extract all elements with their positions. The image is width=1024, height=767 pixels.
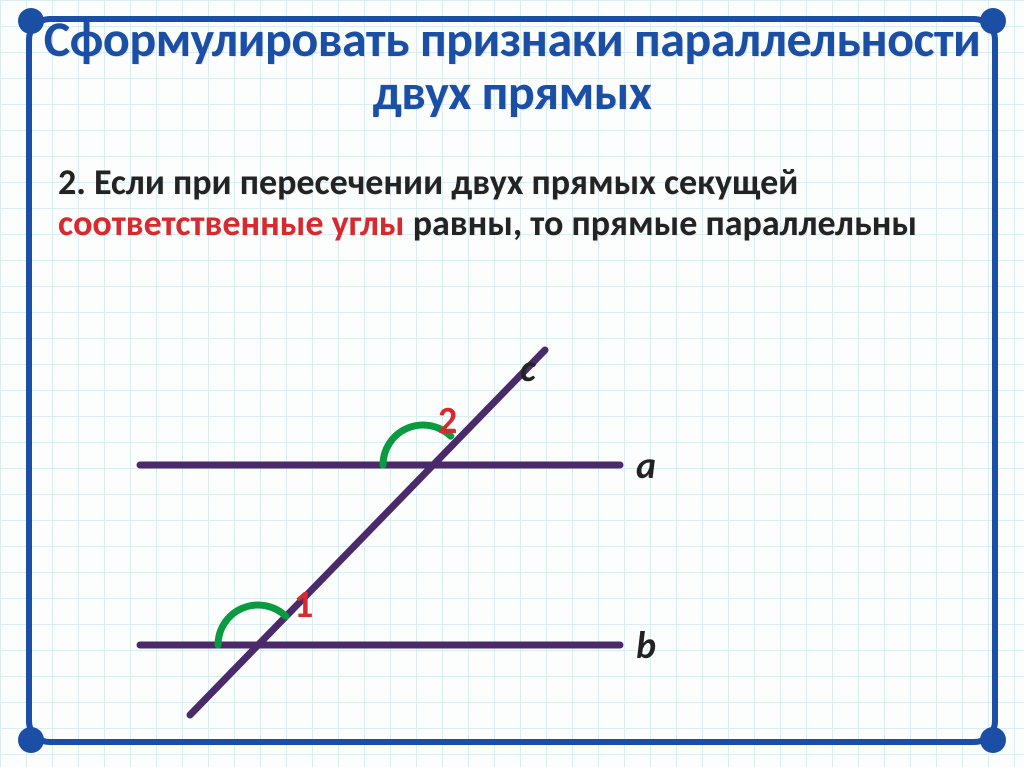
- angle-label-2: 2: [438, 398, 457, 444]
- theorem-number: 2.: [58, 160, 94, 204]
- theorem-highlight: соответственные углы: [58, 201, 405, 245]
- theorem-part2: равны, то прямые параллельны: [405, 201, 918, 245]
- angle-label-1: 1: [294, 582, 313, 628]
- label-c: c: [520, 346, 536, 392]
- frame-corner-icon: [980, 727, 1006, 753]
- label-b: b: [636, 623, 656, 669]
- diagram-svg: [80, 340, 720, 740]
- theorem-text: 2. Если при пересечении двух прямых секу…: [58, 162, 954, 245]
- frame-corner-icon: [18, 727, 44, 753]
- slide-title: Сформулировать признаки параллельности д…: [0, 14, 1024, 119]
- geometry-diagram: c a b 2 1: [80, 340, 720, 740]
- label-a: a: [636, 443, 656, 489]
- theorem-part1: Если при пересечении двух прямых секущей: [94, 160, 798, 204]
